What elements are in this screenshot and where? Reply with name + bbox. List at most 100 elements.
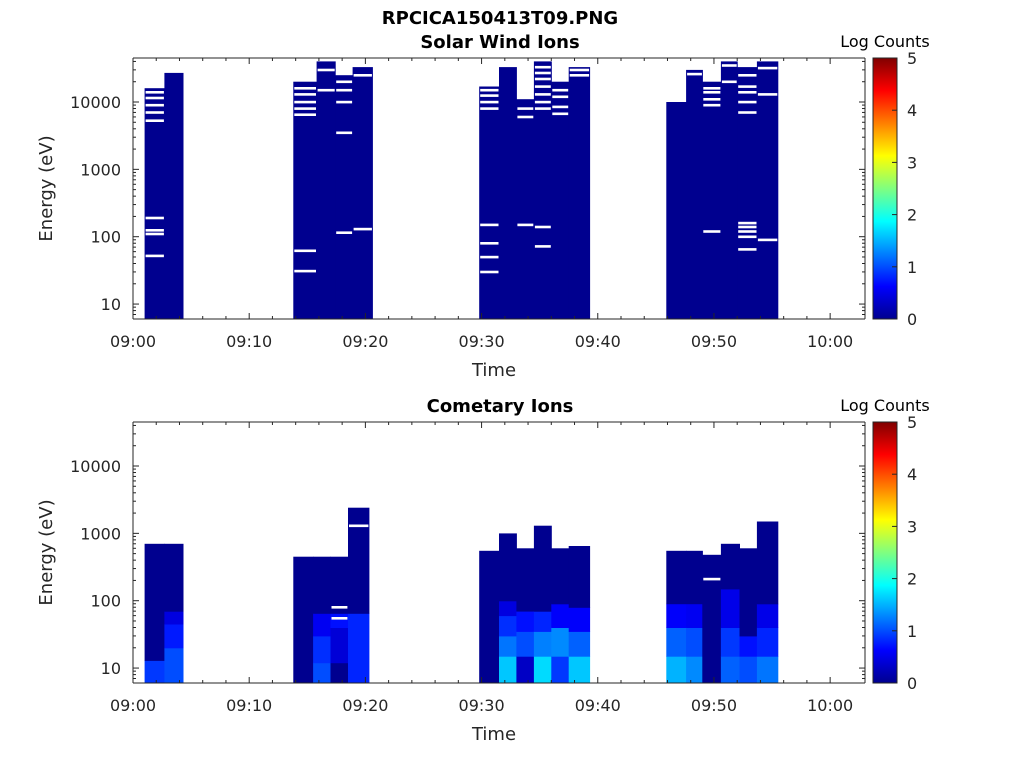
x-tick-label: 09:10 <box>226 332 272 351</box>
spectrogram-cell <box>568 546 591 608</box>
colorbar-title: Log Counts <box>840 32 930 51</box>
spectrogram-cell <box>164 611 184 625</box>
x-axis-label: Time <box>471 360 516 381</box>
spectrogram-cell <box>568 631 591 657</box>
x-tick-label: 09:00 <box>110 332 156 351</box>
spectrogram-cell <box>756 603 779 628</box>
spectrogram-cell <box>499 600 517 617</box>
spectrogram-cell <box>144 88 165 320</box>
no-data-gap <box>336 231 353 234</box>
spectrogram-cell <box>666 656 687 684</box>
colorbar-tick-label: 1 <box>907 622 917 641</box>
no-data-gap <box>294 269 316 273</box>
panel-solar-wind-ions: 09:00 09:10 09:20 09:30 09:40 09:50 10:00 Time 1… <box>36 32 930 381</box>
panel-title: Solar Wind Ions <box>420 32 579 53</box>
no-data-gap <box>336 100 353 104</box>
no-data-gap <box>480 223 499 227</box>
no-data-gap <box>757 238 778 242</box>
spectrogram-cell <box>479 550 500 684</box>
no-data-gap <box>314 500 330 503</box>
x-tick-label: 09:30 <box>459 696 505 715</box>
spectrogram-cell <box>533 611 552 632</box>
no-data-gap <box>738 225 757 229</box>
colorbar-tick-label: 0 <box>907 310 917 329</box>
x-tick-label: 09:10 <box>226 696 272 715</box>
spectrogram-cell <box>686 656 703 684</box>
spectrogram-cell <box>720 543 740 590</box>
panel-title: Cometary Ions <box>427 396 574 417</box>
no-data-gap <box>738 85 757 88</box>
no-data-gap <box>738 248 757 251</box>
y-axis-label: Energy (eV) <box>36 135 57 241</box>
spectrogram-cell <box>144 660 165 684</box>
spectrogram-cell <box>686 550 703 605</box>
no-data-gap <box>534 100 551 104</box>
no-data-gap <box>145 111 164 114</box>
no-data-gap <box>569 529 590 532</box>
no-data-gap <box>552 88 569 92</box>
spectrogram-cell <box>702 554 722 684</box>
spectrogram-cell <box>313 556 331 614</box>
spectrogram-cell <box>568 607 591 632</box>
no-data-gap <box>165 535 183 538</box>
spectrogram-cell <box>666 603 687 628</box>
no-data-gap <box>517 107 534 110</box>
spectrogram-cell <box>551 627 570 657</box>
no-data-gap <box>317 68 335 72</box>
spectrogram-cell <box>313 613 331 637</box>
no-data-gap <box>480 88 499 92</box>
colorbar <box>872 421 898 684</box>
no-data-gap <box>336 131 353 135</box>
no-data-gap <box>480 270 499 274</box>
no-data-gap <box>165 515 183 518</box>
spectrogram-cell <box>516 548 535 612</box>
x-tick-label: 10:00 <box>807 332 853 351</box>
no-data-gap <box>703 87 721 90</box>
spectrogram-cell <box>144 543 165 661</box>
no-data-gap <box>331 606 348 609</box>
spectrogram-cell <box>499 533 517 602</box>
spectrogram-cell <box>330 613 349 628</box>
spectrogram-cell <box>348 613 370 684</box>
no-data-gap <box>738 111 757 114</box>
no-data-gap <box>145 103 164 107</box>
spectrogram-cell <box>330 627 349 664</box>
no-data-gap <box>687 72 702 76</box>
no-data-gap <box>349 524 369 528</box>
y-tick-label: 1000 <box>80 524 121 543</box>
no-data-gap <box>353 74 372 77</box>
no-data-gap <box>534 245 551 248</box>
spectrogram-cell <box>330 662 349 684</box>
no-data-gap <box>703 98 721 101</box>
no-data-gap <box>552 112 569 116</box>
colorbar-tick-label: 2 <box>907 570 917 589</box>
spectrogram-cell <box>516 631 535 657</box>
spectrogram-cell <box>164 647 184 684</box>
no-data-gap <box>145 96 164 100</box>
no-data-gap <box>517 223 534 227</box>
no-data-gap <box>552 95 569 99</box>
figure-title: RPCICA150413T09.PNG <box>382 8 618 29</box>
no-data-gap <box>740 506 757 510</box>
spectrogram-cell <box>756 656 779 684</box>
no-data-gap <box>703 230 721 233</box>
x-tick-label: 09:20 <box>342 332 388 351</box>
no-data-gap <box>294 107 316 110</box>
no-data-gap <box>738 91 757 94</box>
colorbar-tick-label: 3 <box>907 153 917 172</box>
spectrogram-cell <box>739 548 758 637</box>
no-data-gap <box>721 522 739 525</box>
no-data-gap <box>336 88 353 92</box>
no-data-gap <box>738 235 757 239</box>
spectrogram-cell <box>666 627 687 657</box>
y-tick-label: 10 <box>101 659 121 678</box>
spectrogram-cell <box>756 61 779 320</box>
no-data-gap <box>534 107 551 110</box>
y-tick-label: 10 <box>101 295 121 314</box>
no-data-gap <box>569 68 590 72</box>
spectrogram-cell <box>533 656 552 684</box>
spectrogram-cell <box>666 102 687 320</box>
no-data-gap <box>703 103 721 107</box>
x-tick-label: 09:40 <box>575 332 621 351</box>
no-data-gap <box>517 115 534 119</box>
